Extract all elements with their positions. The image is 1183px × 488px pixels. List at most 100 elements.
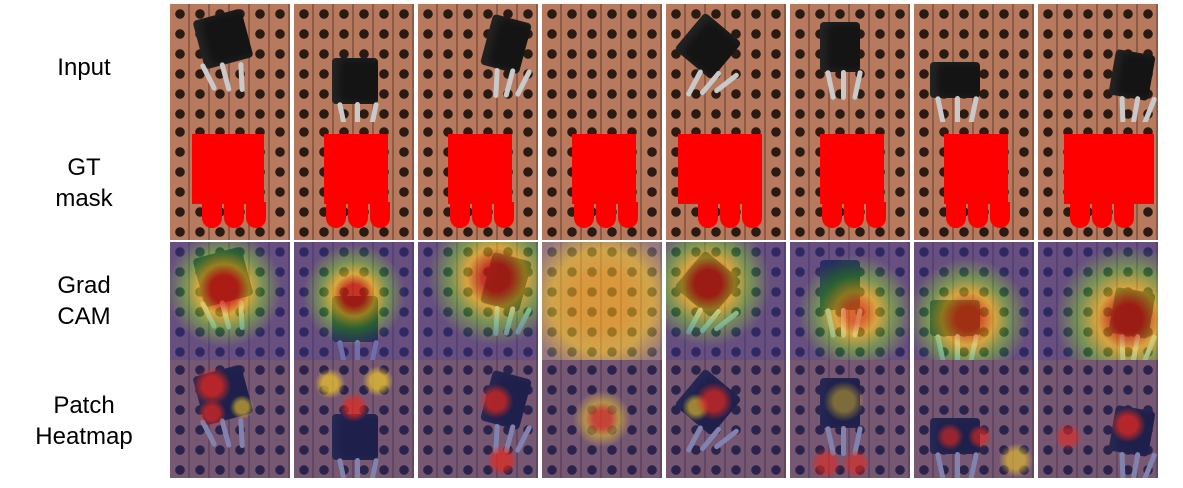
component-body: [930, 62, 980, 98]
patch-heatmap-overlay: [914, 360, 1034, 478]
component-body: [192, 8, 253, 69]
lead-wire: [1131, 96, 1141, 122]
grad-cam-image-5: [666, 242, 786, 360]
gt-mask-image-3: [418, 122, 538, 240]
patch-heatmap-image-5: [666, 360, 786, 478]
lead-wire: [1119, 96, 1125, 122]
lead-wire: [825, 70, 836, 100]
lead-wire: [219, 62, 232, 92]
mask-region: [324, 134, 388, 204]
row-label-patch-heatmap: Patch Heatmap: [0, 390, 168, 452]
grad-cam-overlay: [790, 242, 910, 360]
lead-wire: [239, 62, 246, 92]
row-label-input: Input: [0, 52, 168, 83]
grad-cam-overlay: [542, 242, 662, 360]
mask-lead: [844, 202, 864, 228]
mask-lead: [246, 202, 266, 228]
patch-heatmap-image-4: [542, 360, 662, 478]
component-body: [332, 58, 378, 104]
patch-heatmap-image-6: [790, 360, 910, 478]
grad-cam-image-2: [294, 242, 414, 360]
patch-heatmap-overlay: [790, 360, 910, 478]
gt-mask-image-5: [666, 122, 786, 240]
lead-wire: [841, 70, 846, 100]
input-image-5: [666, 4, 786, 122]
gt-mask-image-8: [1038, 122, 1158, 240]
mask-lead: [370, 202, 390, 228]
gt-mask-image-6: [790, 122, 910, 240]
patch-heatmap-image-3: [418, 360, 538, 478]
mask-lead: [596, 202, 616, 228]
mask-lead: [618, 202, 638, 228]
mask-lead: [202, 202, 222, 228]
grad-cam-image-8: [1038, 242, 1158, 360]
mask-lead: [742, 202, 762, 228]
input-image-3: [418, 4, 538, 122]
mask-lead: [450, 202, 470, 228]
patch-heatmap-image-1: [170, 360, 290, 478]
gt-mask-image-2: [294, 122, 414, 240]
grad-cam-image-3: [418, 242, 538, 360]
mask-lead: [326, 202, 346, 228]
patch-heatmap-overlay: [294, 360, 414, 478]
mask-lead: [494, 202, 514, 228]
mask-lead: [1114, 202, 1134, 228]
grad-cam-image-7: [914, 242, 1034, 360]
mask-lead: [698, 202, 718, 228]
row-label-gt-mask: GT mask: [0, 152, 168, 214]
lead-wire: [955, 96, 960, 122]
patch-heatmap-overlay: [666, 360, 786, 478]
mask-region: [678, 134, 762, 204]
grad-cam-image-6: [790, 242, 910, 360]
mask-lead: [1092, 202, 1112, 228]
mask-region: [192, 134, 264, 204]
patch-heatmap-overlay: [418, 360, 538, 478]
mask-lead: [1070, 202, 1090, 228]
input-image-1: [170, 4, 290, 122]
grad-cam-overlay: [418, 242, 538, 360]
input-image-8: [1038, 4, 1158, 122]
grad-cam-image-1: [170, 242, 290, 360]
patch-heatmap-overlay: [170, 360, 290, 478]
grad-cam-image-4: [542, 242, 662, 360]
lead-wire: [493, 68, 500, 98]
gt-mask-image-7: [914, 122, 1034, 240]
mask-lead: [822, 202, 842, 228]
mask-region: [448, 134, 512, 204]
gt-mask-image-4: [542, 122, 662, 240]
patch-heatmap-image-8: [1038, 360, 1158, 478]
grad-cam-overlay: [170, 242, 290, 360]
mask-lead: [990, 202, 1010, 228]
mask-lead: [968, 202, 988, 228]
mask-region: [820, 134, 884, 204]
lead-wire: [935, 96, 946, 122]
component-body: [674, 12, 742, 80]
mask-lead: [348, 202, 368, 228]
image-grid: [168, 0, 1158, 488]
lead-wire: [852, 70, 863, 100]
gt-mask-image-1: [170, 122, 290, 240]
input-image-2: [294, 4, 414, 122]
mask-lead: [574, 202, 594, 228]
grad-cam-overlay: [1038, 242, 1158, 360]
grad-cam-overlay: [914, 242, 1034, 360]
mask-lead: [720, 202, 740, 228]
patch-heatmap-image-2: [294, 360, 414, 478]
lead-wire: [355, 102, 360, 122]
lead-wire: [968, 96, 979, 122]
patch-heatmap-overlay: [542, 360, 662, 478]
mask-lead: [224, 202, 244, 228]
mask-lead: [946, 202, 966, 228]
mask-lead: [866, 202, 886, 228]
mask-region: [572, 134, 636, 204]
grad-cam-overlay: [294, 242, 414, 360]
grad-cam-overlay: [666, 242, 786, 360]
input-image-7: [914, 4, 1034, 122]
mask-region: [1064, 134, 1154, 204]
component-body: [480, 14, 532, 75]
row-label-grad-cam: Grad CAM: [0, 270, 168, 332]
lead-wire: [368, 102, 379, 122]
mask-lead: [472, 202, 492, 228]
input-image-6: [790, 4, 910, 122]
component-body: [1108, 49, 1155, 101]
